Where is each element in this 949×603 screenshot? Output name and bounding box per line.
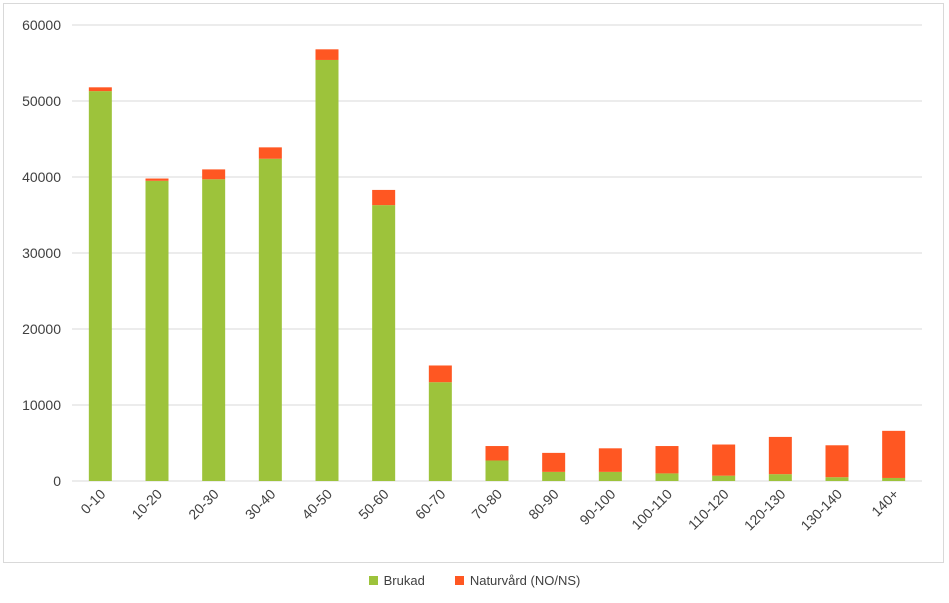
y-tick-label: 10000 xyxy=(22,397,61,413)
bar-brukad xyxy=(315,59,339,482)
x-tick-label: 0-10 xyxy=(77,486,108,517)
bar-brukad xyxy=(768,474,792,481)
x-tick-label: 10-20 xyxy=(128,486,165,523)
x-tick-label: 130-140 xyxy=(797,486,845,534)
x-tick-label: 70-80 xyxy=(468,486,505,523)
y-tick-label: 0 xyxy=(53,473,61,489)
bar-naturvard xyxy=(145,178,169,181)
bar-naturvard xyxy=(315,49,339,60)
x-tick-label: 140+ xyxy=(868,486,902,520)
x-tick-label: 50-60 xyxy=(355,486,392,523)
bar-brukad xyxy=(485,460,509,481)
legend-item-brukad: Brukad xyxy=(368,573,425,588)
legend-swatch-naturvard xyxy=(454,576,464,585)
legend-swatch-brukad xyxy=(368,576,378,585)
bar-naturvard xyxy=(428,365,452,383)
legend-item-naturvard: Naturvård (NO/NS) xyxy=(454,573,581,588)
bar-brukad xyxy=(258,158,282,481)
bar-naturvard xyxy=(258,147,282,159)
legend-label-naturvard: Naturvård (NO/NS) xyxy=(469,573,581,588)
y-tick-label: 30000 xyxy=(22,245,61,261)
legend-label-brukad: Brukad xyxy=(383,573,425,588)
bar-naturvard xyxy=(825,445,849,478)
chart-frame xyxy=(3,3,944,563)
bar-brukad xyxy=(882,477,906,481)
bar-naturvard xyxy=(542,452,566,472)
bar-naturvard xyxy=(712,444,736,476)
y-tick-label: 20000 xyxy=(22,321,61,337)
bar-naturvard xyxy=(598,448,622,472)
y-tick-label: 50000 xyxy=(22,93,61,109)
bar-brukad xyxy=(88,91,112,482)
bar-brukad xyxy=(202,179,226,481)
bar-naturvard xyxy=(88,87,112,92)
x-tick-label: 120-130 xyxy=(741,486,789,534)
y-tick-label: 40000 xyxy=(22,169,61,185)
bar-naturvard xyxy=(372,189,396,206)
x-tick-label: 60-70 xyxy=(412,486,449,523)
bar-brukad xyxy=(372,205,396,481)
x-tick-label: 100-110 xyxy=(628,486,675,533)
x-tick-label: 110-120 xyxy=(685,486,732,533)
bar-brukad xyxy=(825,477,849,481)
bar-brukad xyxy=(598,471,622,481)
bar-naturvard xyxy=(882,430,906,478)
bar-naturvard xyxy=(655,446,679,474)
bar-naturvard xyxy=(485,446,509,461)
x-tick-label: 40-50 xyxy=(298,486,335,523)
bar-brukad xyxy=(428,382,452,481)
bar-naturvard xyxy=(202,169,226,180)
x-tick-label: 30-40 xyxy=(242,486,279,523)
y-tick-label: 60000 xyxy=(22,17,61,33)
bar-brukad xyxy=(542,471,566,481)
bar-naturvard xyxy=(768,436,792,475)
bar-brukad xyxy=(655,473,679,481)
legend: Brukad Naturvård (NO/NS) xyxy=(0,573,949,588)
bar-brukad xyxy=(712,475,736,481)
bar-brukad xyxy=(145,180,169,482)
x-tick-label: 90-100 xyxy=(576,486,618,528)
x-tick-label: 80-90 xyxy=(525,486,562,523)
x-tick-label: 20-30 xyxy=(185,486,222,523)
